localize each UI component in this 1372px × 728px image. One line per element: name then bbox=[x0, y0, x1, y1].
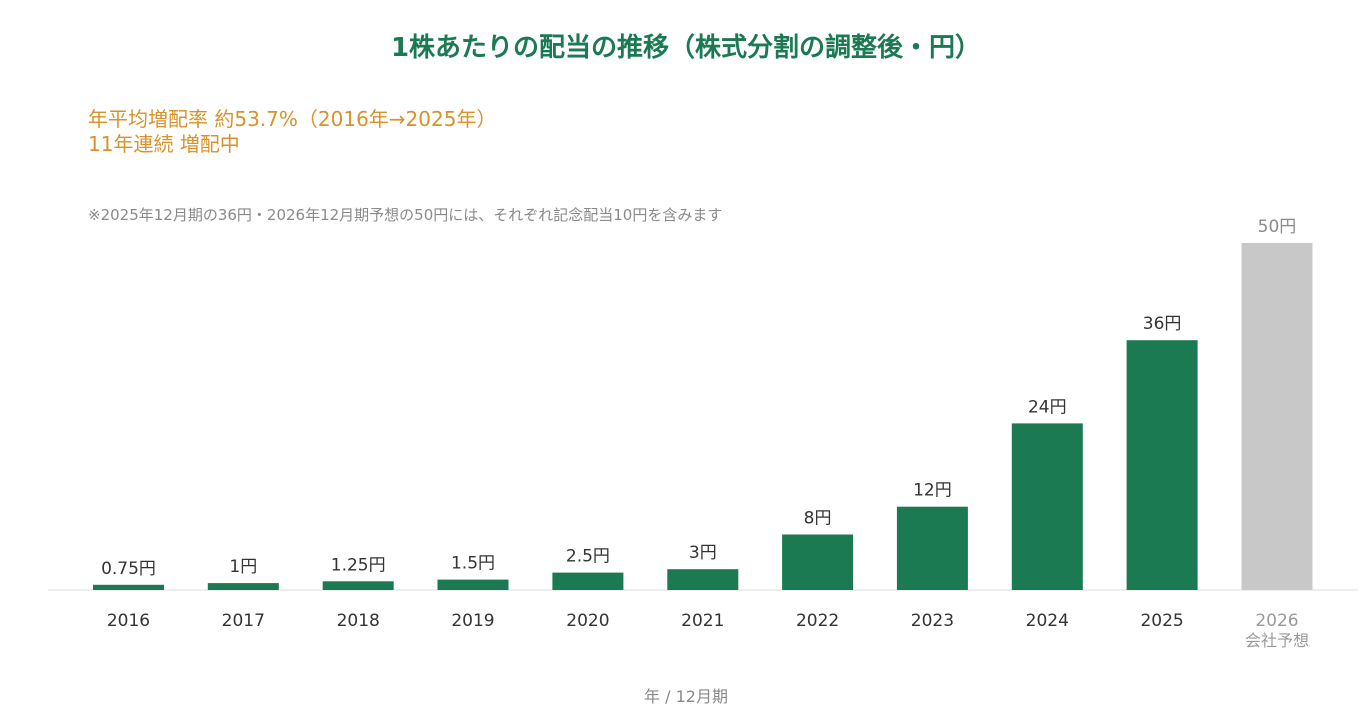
value-label-2016: 0.75円 bbox=[101, 559, 156, 579]
consecutive-increase-note: 11年連続 増配中 bbox=[88, 132, 240, 156]
x-tick-label-2018: 2018 bbox=[337, 611, 380, 631]
bar-2019 bbox=[437, 579, 509, 590]
bars-group: 0.75円 2016 1円 2017 1.25円 2018 1.5円 2019 2.5円 2020… bbox=[93, 217, 1313, 650]
value-label-2024: 24円 bbox=[1028, 397, 1067, 417]
forecast-bar-2026 bbox=[1241, 243, 1313, 590]
chart-title: 1株あたりの配当の推移（株式分割の調整後・円） bbox=[391, 32, 981, 63]
x-tick-label-2017: 2017 bbox=[222, 611, 265, 631]
bar-2018 bbox=[322, 581, 394, 590]
x-tick-label-2021: 2021 bbox=[681, 611, 724, 631]
bar-2022 bbox=[782, 534, 854, 590]
x-tick-label-2020: 2020 bbox=[566, 611, 609, 631]
x-tick-label-2016: 2016 bbox=[107, 611, 150, 631]
bar-2024 bbox=[1011, 423, 1083, 590]
x-tick-label-2025: 2025 bbox=[1140, 611, 1183, 631]
x-tick-label-2022: 2022 bbox=[796, 611, 839, 631]
commemorative-dividend-footnote: ※2025年12月期の36円・2026年12月期予想の50円には、それぞれ記念配… bbox=[88, 206, 722, 224]
bar-2017 bbox=[207, 583, 279, 590]
value-label-2025: 36円 bbox=[1143, 314, 1182, 334]
value-label-2018: 1.25円 bbox=[331, 555, 386, 575]
value-label-2019: 1.5円 bbox=[451, 554, 495, 574]
bar-2023 bbox=[896, 506, 968, 590]
x-tick-label-2023: 2023 bbox=[911, 611, 954, 631]
value-label-2020: 2.5円 bbox=[566, 547, 610, 567]
value-label-2022: 8円 bbox=[804, 509, 832, 529]
bar-2025 bbox=[1126, 340, 1198, 590]
value-label-2021: 3円 bbox=[689, 543, 717, 563]
value-label-2026: 50円 bbox=[1258, 217, 1297, 237]
bar-2021 bbox=[667, 569, 739, 590]
bar-2020 bbox=[552, 572, 624, 590]
forecast-sublabel: 会社予想 bbox=[1245, 631, 1309, 650]
x-tick-label-2026: 2026 bbox=[1255, 611, 1298, 631]
growth-rate-note: 年平均増配率 約53.7%（2016年→2025年） bbox=[88, 107, 496, 131]
x-tick-label-2019: 2019 bbox=[451, 611, 494, 631]
bar-2016 bbox=[93, 584, 164, 590]
value-label-2017: 1円 bbox=[229, 557, 257, 577]
x-axis-title: 年 / 12月期 bbox=[644, 687, 728, 706]
x-tick-label-2024: 2024 bbox=[1026, 611, 1069, 631]
value-label-2023: 12円 bbox=[913, 481, 952, 501]
